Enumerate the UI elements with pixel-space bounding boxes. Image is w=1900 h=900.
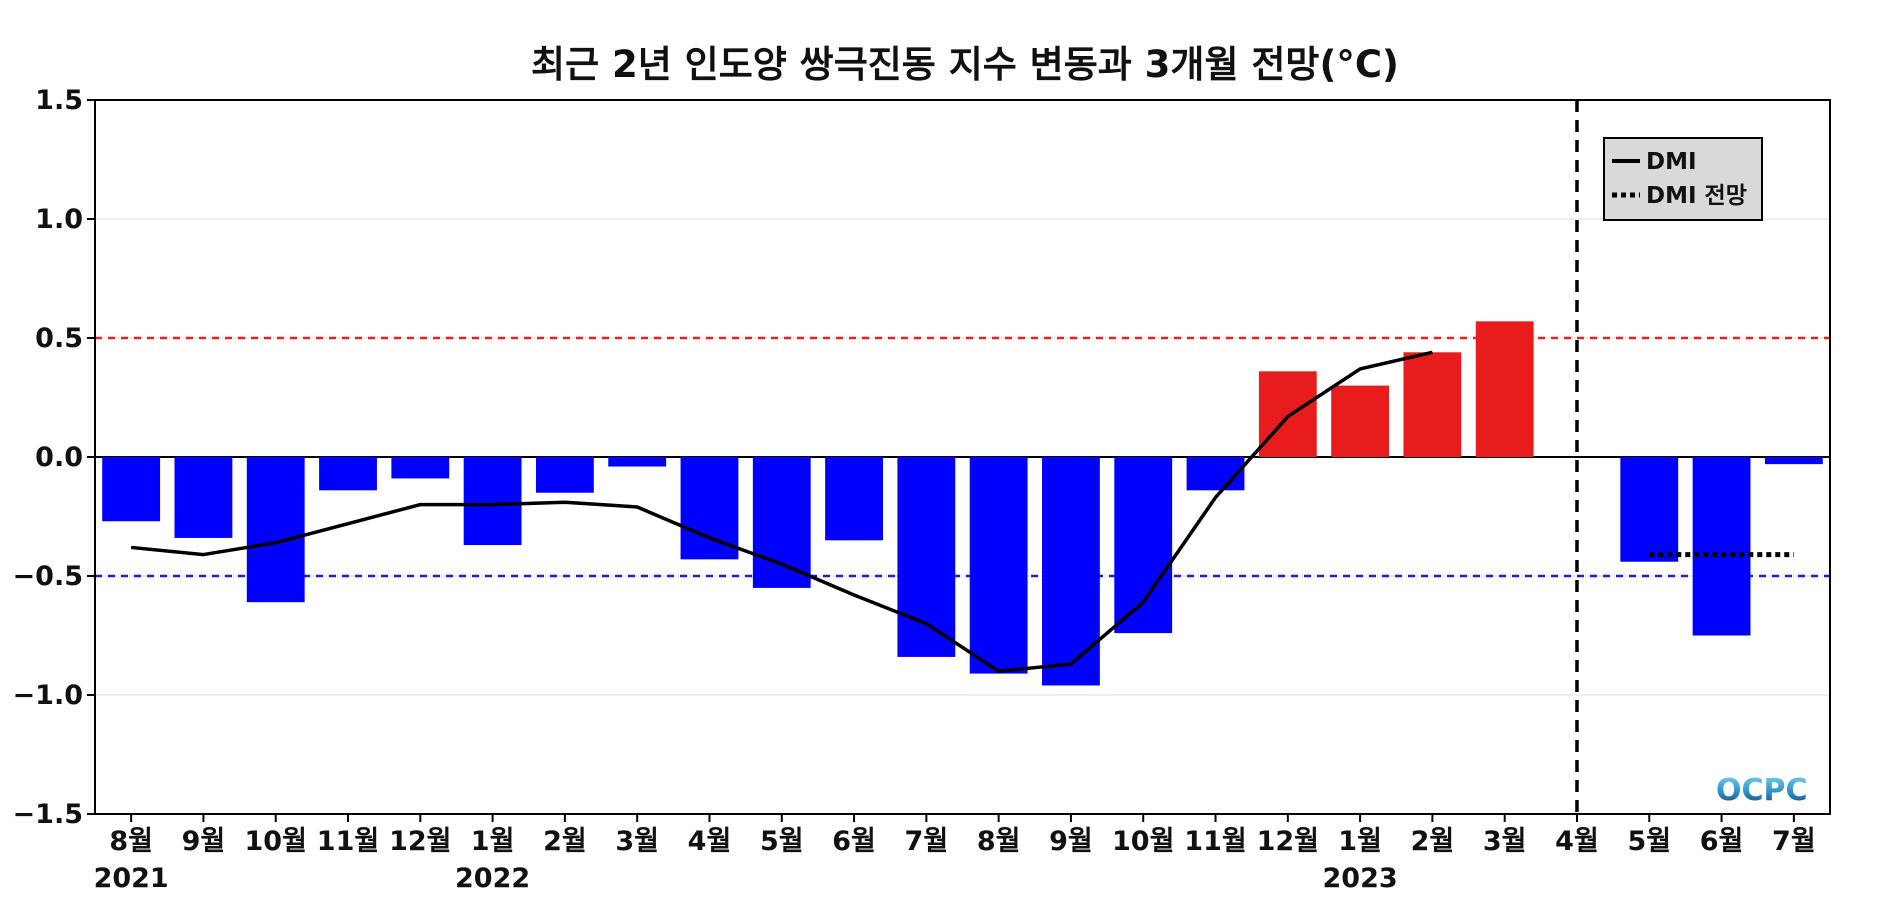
bar-1 [174, 457, 233, 538]
x-tick-label-8: 4월 [688, 826, 732, 857]
bar-18 [1403, 352, 1462, 457]
year-label-2: 2023 [1323, 863, 1398, 894]
x-tick-label-17: 1월 [1338, 826, 1382, 857]
x-tick-label-6: 2월 [543, 826, 587, 857]
legend-label-dmi: DMI [1646, 149, 1697, 175]
y-tick-label-3: 0.0 [35, 442, 83, 473]
bar-22 [1692, 457, 1751, 636]
x-tick-label-0: 8월 [109, 826, 153, 857]
bar-11 [897, 457, 956, 657]
legend: DMI DMI 전망 [1603, 137, 1763, 221]
bar-7 [608, 457, 667, 467]
bar-9 [752, 457, 811, 588]
bar-5 [463, 457, 522, 546]
bar-3 [319, 457, 377, 491]
bar-13 [1042, 457, 1100, 686]
bar-16 [1258, 371, 1317, 457]
x-tick-label-21: 5월 [1627, 826, 1671, 857]
x-tick-label-9: 5월 [760, 826, 804, 857]
bar-6 [535, 457, 594, 493]
x-tick-label-15: 11월 [1184, 826, 1246, 857]
bar-21 [1620, 457, 1679, 562]
bar-23 [1764, 457, 1823, 465]
x-tick-label-20: 4월 [1555, 826, 1599, 857]
x-tick-label-4: 12월 [389, 826, 451, 857]
x-tick-label-18: 2월 [1411, 826, 1455, 857]
x-tick-label-3: 11월 [317, 826, 379, 857]
x-tick-label-14: 10월 [1112, 826, 1174, 857]
y-tick-label-6: −1.5 [13, 799, 83, 830]
x-tick-label-5: 1월 [471, 826, 515, 857]
x-tick-label-11: 7월 [905, 826, 949, 857]
bar-12 [969, 457, 1028, 674]
bar-10 [825, 457, 883, 541]
x-tick-label-19: 3월 [1483, 826, 1527, 857]
bar-4 [391, 457, 450, 479]
x-tick-label-13: 9월 [1049, 826, 1093, 857]
x-tick-label-23: 7월 [1772, 826, 1816, 857]
x-tick-label-2: 10월 [245, 826, 307, 857]
bar-14 [1114, 457, 1173, 634]
legend-box [1603, 137, 1763, 221]
x-tick-label-12: 8월 [977, 826, 1021, 857]
ocpc-logo-text: OCPC [1716, 773, 1808, 808]
bar-series [102, 321, 1823, 686]
y-axis: 1.5 1.0 0.5 0.0 −0.5 −1.0 −1.5 [13, 85, 95, 830]
x-tick-label-7: 3월 [615, 826, 659, 857]
year-labels: 2021 2022 2023 [94, 863, 1398, 894]
x-tick-label-16: 12월 [1257, 826, 1319, 857]
x-axis: 8월 9월 10월 11월 12월 1월 2월 3월 4월 5월 6월 7월 8월 9월 10월 11월 12월… [109, 814, 1816, 857]
bar-17 [1331, 385, 1390, 457]
bar-8 [680, 457, 739, 560]
y-tick-label-2: 0.5 [35, 323, 83, 354]
ocpc-logo: OCPC [1716, 773, 1808, 808]
year-label-0: 2021 [94, 863, 169, 894]
bar-0 [102, 457, 161, 522]
x-tick-label-1: 9월 [182, 826, 226, 857]
y-tick-label-5: −1.0 [13, 680, 83, 711]
series-line-0 [130, 350, 1433, 673]
y-tick-label-1: 1.0 [35, 204, 83, 235]
reference-lines [95, 336, 1830, 578]
year-label-1: 2022 [455, 863, 530, 894]
legend-label-dmi-forecast: DMI 전망 [1646, 183, 1747, 209]
x-tick-label-22: 6월 [1700, 826, 1744, 857]
chart-title: 최근 2년 인도양 쌍극진동 지수 변동과 3개월 전망(°C) [531, 43, 1399, 86]
y-tick-label-4: −0.5 [13, 561, 83, 592]
x-tick-label-10: 6월 [832, 826, 876, 857]
line-series [130, 350, 1794, 673]
bar-2 [246, 457, 305, 603]
bar-19 [1475, 321, 1534, 457]
y-tick-label-0: 1.5 [35, 85, 83, 116]
